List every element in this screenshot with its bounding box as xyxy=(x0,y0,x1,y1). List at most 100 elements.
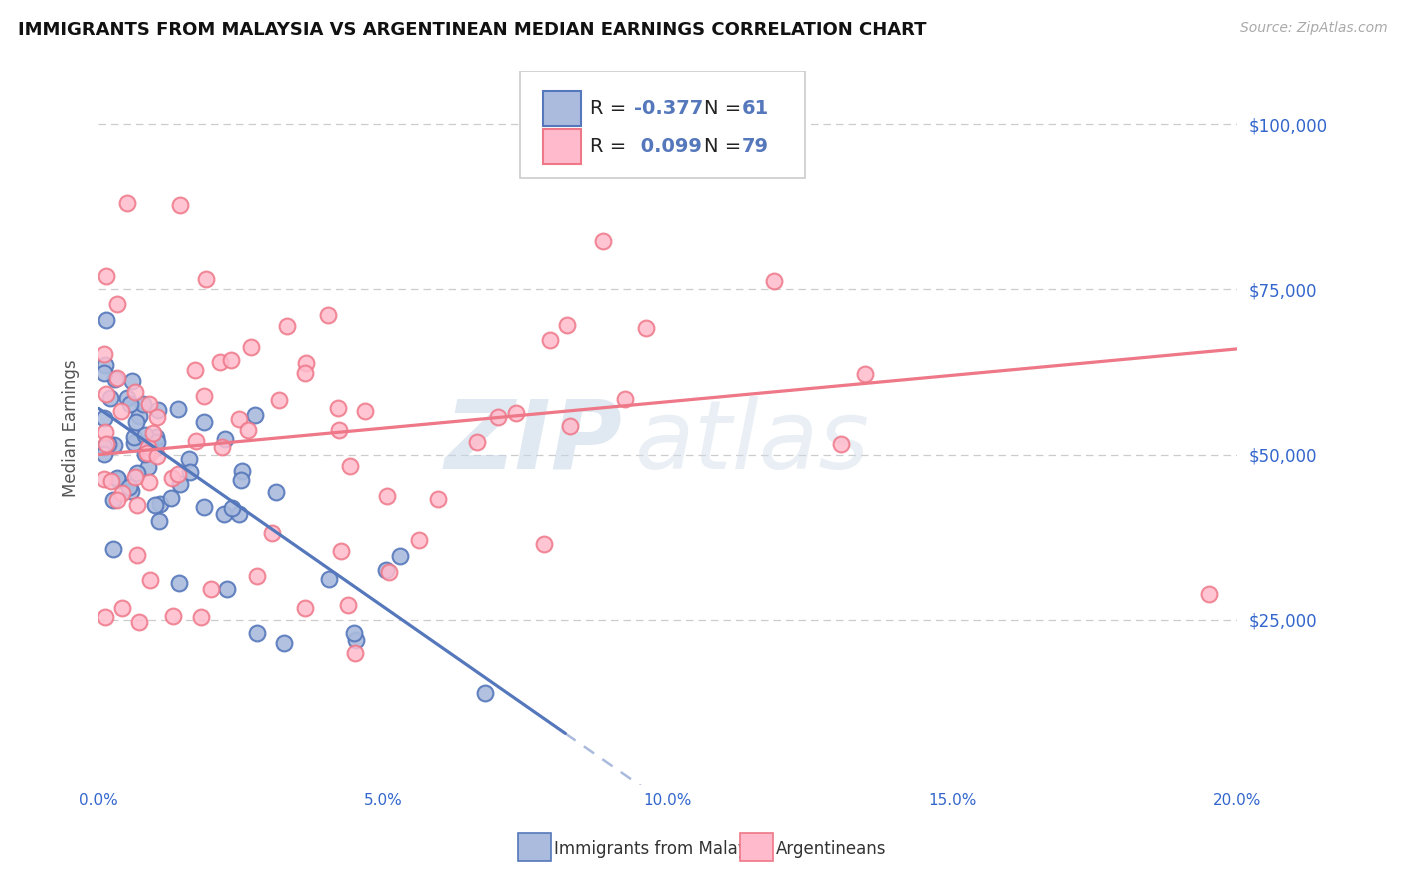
Point xyxy=(193,415,215,429)
Point xyxy=(337,598,360,612)
Point xyxy=(316,309,339,323)
Point xyxy=(111,485,134,500)
Point xyxy=(125,466,148,480)
Point xyxy=(219,353,242,368)
Text: 61: 61 xyxy=(742,99,769,118)
Point xyxy=(193,389,215,403)
Point xyxy=(94,269,117,284)
Point xyxy=(193,500,215,514)
Point xyxy=(169,198,191,212)
Point xyxy=(105,471,128,485)
Point xyxy=(212,507,235,521)
Point xyxy=(145,430,167,444)
Point xyxy=(214,432,236,446)
Point xyxy=(146,410,169,425)
Text: N =: N = xyxy=(704,136,748,156)
Point xyxy=(98,392,121,406)
Point xyxy=(558,418,581,433)
Point xyxy=(121,374,143,388)
Point xyxy=(105,297,128,311)
Point xyxy=(128,615,150,629)
Point xyxy=(465,435,488,450)
Point xyxy=(124,436,146,450)
Point xyxy=(613,392,636,407)
Text: 79: 79 xyxy=(742,136,769,156)
Point xyxy=(159,491,181,505)
Point xyxy=(111,601,134,615)
Point xyxy=(474,686,496,700)
Point xyxy=(103,437,125,451)
Text: IMMIGRANTS FROM MALAYSIA VS ARGENTINEAN MEDIAN EARNINGS CORRELATION CHART: IMMIGRANTS FROM MALAYSIA VS ARGENTINEAN … xyxy=(18,21,927,38)
Point xyxy=(94,313,117,327)
Point xyxy=(229,473,252,487)
Point xyxy=(427,492,450,507)
Point xyxy=(228,411,250,425)
Point xyxy=(101,542,124,557)
Point xyxy=(267,393,290,408)
Point xyxy=(128,409,150,423)
Point xyxy=(221,501,243,516)
Point xyxy=(94,359,117,373)
Point xyxy=(138,475,160,489)
FancyBboxPatch shape xyxy=(517,833,551,862)
Point xyxy=(318,572,340,586)
Point xyxy=(240,341,263,355)
Point xyxy=(93,366,115,380)
Text: ZIP: ZIP xyxy=(444,396,623,489)
Text: Argentineans: Argentineans xyxy=(776,840,887,858)
Point xyxy=(105,370,128,384)
Point xyxy=(378,565,401,579)
Point xyxy=(118,397,141,411)
Point xyxy=(186,434,208,449)
Point xyxy=(179,466,201,480)
Point xyxy=(134,428,156,442)
Point xyxy=(1198,587,1220,601)
Point xyxy=(167,402,190,417)
Point xyxy=(143,498,166,512)
Point xyxy=(294,600,316,615)
Point xyxy=(149,497,172,511)
Point xyxy=(276,318,298,333)
Point xyxy=(295,355,318,369)
Point xyxy=(228,507,250,521)
Point xyxy=(190,610,212,624)
Point xyxy=(538,333,561,347)
FancyBboxPatch shape xyxy=(740,833,773,862)
Point xyxy=(146,450,169,464)
Point xyxy=(139,573,162,587)
Point xyxy=(763,274,786,288)
Text: Immigrants from Malaysia: Immigrants from Malaysia xyxy=(554,840,770,858)
Point xyxy=(105,493,128,508)
Text: R =: R = xyxy=(591,136,633,156)
Point xyxy=(354,404,377,418)
Point xyxy=(592,234,614,248)
Point xyxy=(343,626,366,640)
Point xyxy=(260,526,283,541)
Point xyxy=(654,103,676,118)
FancyBboxPatch shape xyxy=(520,71,804,178)
Point xyxy=(375,489,398,503)
Point xyxy=(124,469,146,483)
Point xyxy=(93,347,115,361)
Point xyxy=(246,626,269,640)
Point xyxy=(94,609,117,624)
Point xyxy=(231,464,253,478)
Point xyxy=(408,533,430,548)
Point xyxy=(169,477,191,491)
Point xyxy=(142,426,165,441)
Point xyxy=(375,563,398,577)
Text: -0.377: -0.377 xyxy=(634,99,703,118)
Point xyxy=(830,436,852,450)
Text: R =: R = xyxy=(591,99,633,118)
Point xyxy=(120,484,142,499)
Point xyxy=(246,569,269,583)
Point xyxy=(146,434,169,449)
Point xyxy=(124,384,146,399)
Point xyxy=(533,536,555,550)
Point xyxy=(94,425,117,439)
Point xyxy=(195,271,218,285)
Point xyxy=(294,366,316,380)
Point xyxy=(389,549,412,564)
Point xyxy=(138,459,160,474)
Point xyxy=(143,441,166,455)
